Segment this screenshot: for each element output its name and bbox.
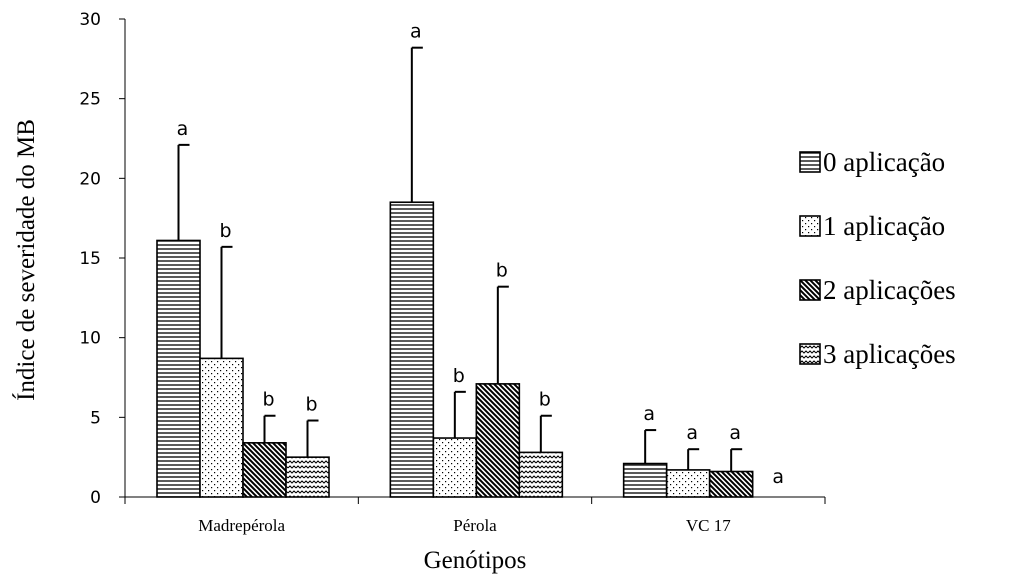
significance-letters: a b b b a b b b a a a a xyxy=(177,21,784,488)
bar xyxy=(285,456,330,498)
y-tick-label: 20 xyxy=(79,169,101,189)
y-tick-label: 10 xyxy=(79,329,101,349)
legend-label: 2 aplicações xyxy=(823,275,956,305)
legend-label: 0 aplicação xyxy=(823,147,945,177)
x-tick-label: VC 17 xyxy=(686,516,731,535)
bars xyxy=(156,201,754,498)
y-tick-label: 15 xyxy=(79,249,101,269)
bar xyxy=(199,357,244,498)
legend: 0 aplicação 1 aplicação 2 aplicações 3 apli… xyxy=(799,147,956,369)
legend-swatch xyxy=(799,151,821,173)
y-axis-title: Índice de severidade do MB xyxy=(12,119,40,401)
bar xyxy=(665,469,711,498)
significance-letter: b xyxy=(496,260,508,282)
significance-letter: b xyxy=(219,220,231,242)
significance-letter: a xyxy=(410,21,422,43)
bar xyxy=(475,383,521,498)
legend-label: 3 aplicações xyxy=(823,339,956,369)
bar xyxy=(156,239,201,498)
bar xyxy=(518,451,564,498)
significance-letter: a xyxy=(686,422,698,444)
legend-swatch xyxy=(799,343,821,365)
y-tick-label: 5 xyxy=(90,408,101,428)
error-bars xyxy=(177,46,743,472)
y-tick-label: 0 xyxy=(90,488,101,508)
x-axis: Madrepérola Pérola VC 17 xyxy=(124,496,826,535)
x-tick-label: Madrepérola xyxy=(198,516,285,535)
x-tick-label: Pérola xyxy=(453,516,497,535)
y-axis-ticks: 0 5 10 15 20 25 30 xyxy=(79,10,125,508)
y-tick-label: 30 xyxy=(79,10,101,30)
x-axis-title: Genótipos xyxy=(424,547,527,574)
bar xyxy=(389,201,435,498)
legend-swatch xyxy=(799,279,821,301)
y-axis: 0 5 10 15 20 25 30 xyxy=(79,10,126,508)
y-tick-label: 25 xyxy=(79,90,101,110)
bar xyxy=(432,437,478,498)
significance-letter: a xyxy=(177,118,189,140)
significance-letter: b xyxy=(262,389,274,411)
legend-swatch xyxy=(799,215,821,237)
bar xyxy=(242,442,287,498)
bar xyxy=(622,462,668,498)
legend-label: 1 aplicação xyxy=(823,211,945,241)
significance-letter: b xyxy=(305,394,317,416)
significance-letter: b xyxy=(539,389,551,411)
significance-letter: a xyxy=(772,466,784,488)
x-axis-ticks: Madrepérola Pérola VC 17 xyxy=(124,497,826,535)
significance-letter: a xyxy=(643,403,655,425)
significance-letter: b xyxy=(453,365,465,387)
bar xyxy=(708,470,754,498)
significance-letter: a xyxy=(729,422,741,444)
